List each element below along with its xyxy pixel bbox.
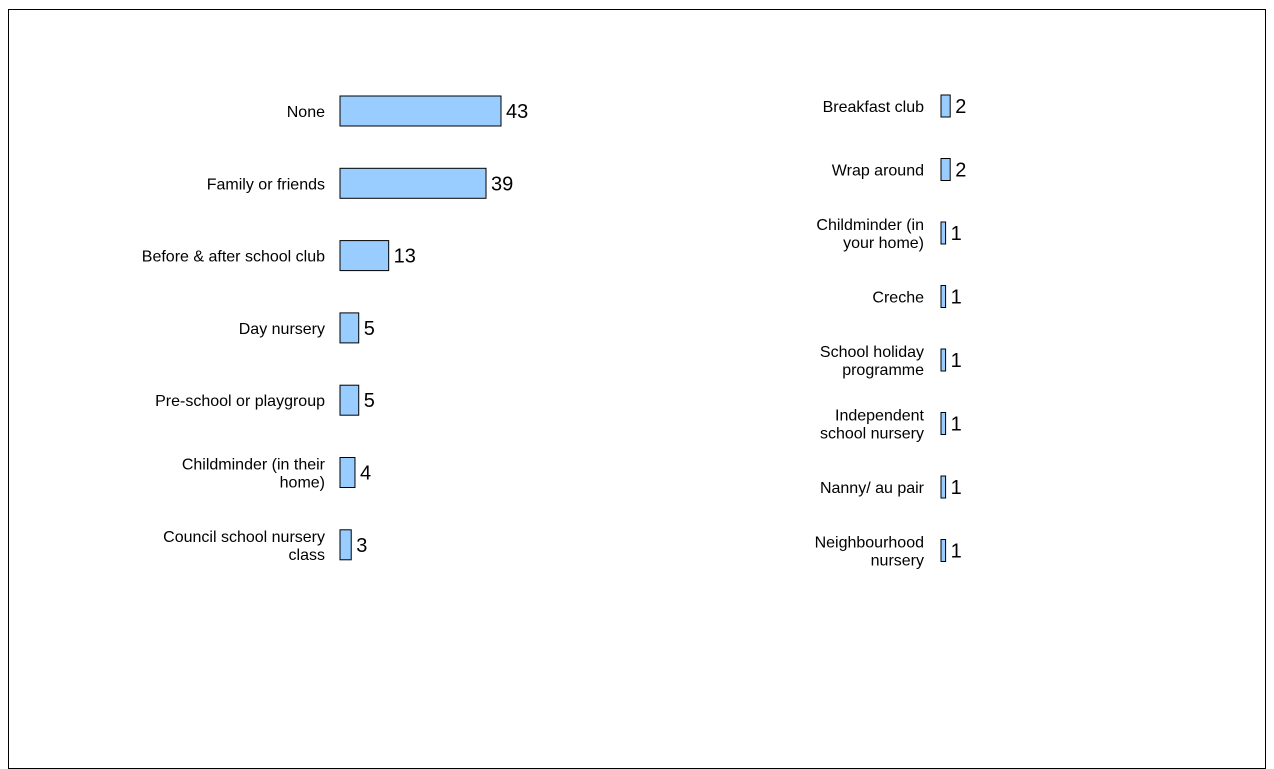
bar bbox=[940, 412, 947, 435]
category-label: Day nursery bbox=[239, 321, 325, 338]
bar bbox=[339, 529, 352, 561]
bar bbox=[940, 94, 951, 118]
category-label: Council school nursery class bbox=[163, 529, 325, 564]
bar bbox=[339, 95, 502, 127]
value-label: 1 bbox=[951, 414, 962, 436]
value-label: 4 bbox=[360, 463, 371, 485]
category-label: None bbox=[287, 104, 325, 121]
value-label: 1 bbox=[951, 541, 962, 563]
value-label: 1 bbox=[951, 223, 962, 245]
bar bbox=[940, 158, 951, 181]
value-label: 2 bbox=[955, 96, 966, 118]
category-label: Breakfast club bbox=[823, 99, 924, 116]
category-label: Nanny/ au pair bbox=[820, 480, 925, 497]
bar bbox=[940, 475, 947, 499]
value-label: 43 bbox=[506, 101, 528, 123]
bar bbox=[940, 348, 947, 372]
value-label: 3 bbox=[356, 535, 367, 557]
bar bbox=[940, 221, 947, 245]
bar bbox=[339, 457, 356, 488]
value-label: 13 bbox=[394, 246, 416, 268]
category-label: Wrap around bbox=[832, 163, 924, 180]
category-label: Creche bbox=[872, 290, 924, 307]
category-label: School holiday programme bbox=[820, 344, 924, 379]
value-label: 2 bbox=[955, 160, 966, 182]
bar bbox=[940, 285, 947, 308]
chart-frame bbox=[8, 9, 1266, 769]
value-label: 1 bbox=[951, 477, 962, 499]
value-label: 1 bbox=[951, 287, 962, 309]
category-label: Childminder (in their home) bbox=[182, 457, 326, 492]
category-label: Pre-school or playgroup bbox=[155, 393, 325, 410]
value-label: 5 bbox=[364, 390, 375, 412]
category-label: Neighbourhood nursery bbox=[815, 535, 924, 570]
category-label: Independent school nursery bbox=[820, 408, 925, 443]
value-label: 1 bbox=[951, 350, 962, 372]
bar bbox=[339, 312, 360, 344]
bar bbox=[339, 167, 487, 199]
bar bbox=[339, 384, 360, 416]
bar bbox=[339, 240, 390, 272]
bar bbox=[940, 539, 947, 562]
chart-right: Breakfast club 2 Wrap around 2 Childminder (… bbox=[815, 94, 966, 570]
category-label: Before & after school club bbox=[142, 249, 325, 266]
category-label: Family or friends bbox=[207, 176, 325, 193]
value-label: 39 bbox=[491, 173, 513, 195]
value-label: 5 bbox=[364, 318, 375, 340]
category-label: Childminder (in your home) bbox=[816, 217, 924, 252]
